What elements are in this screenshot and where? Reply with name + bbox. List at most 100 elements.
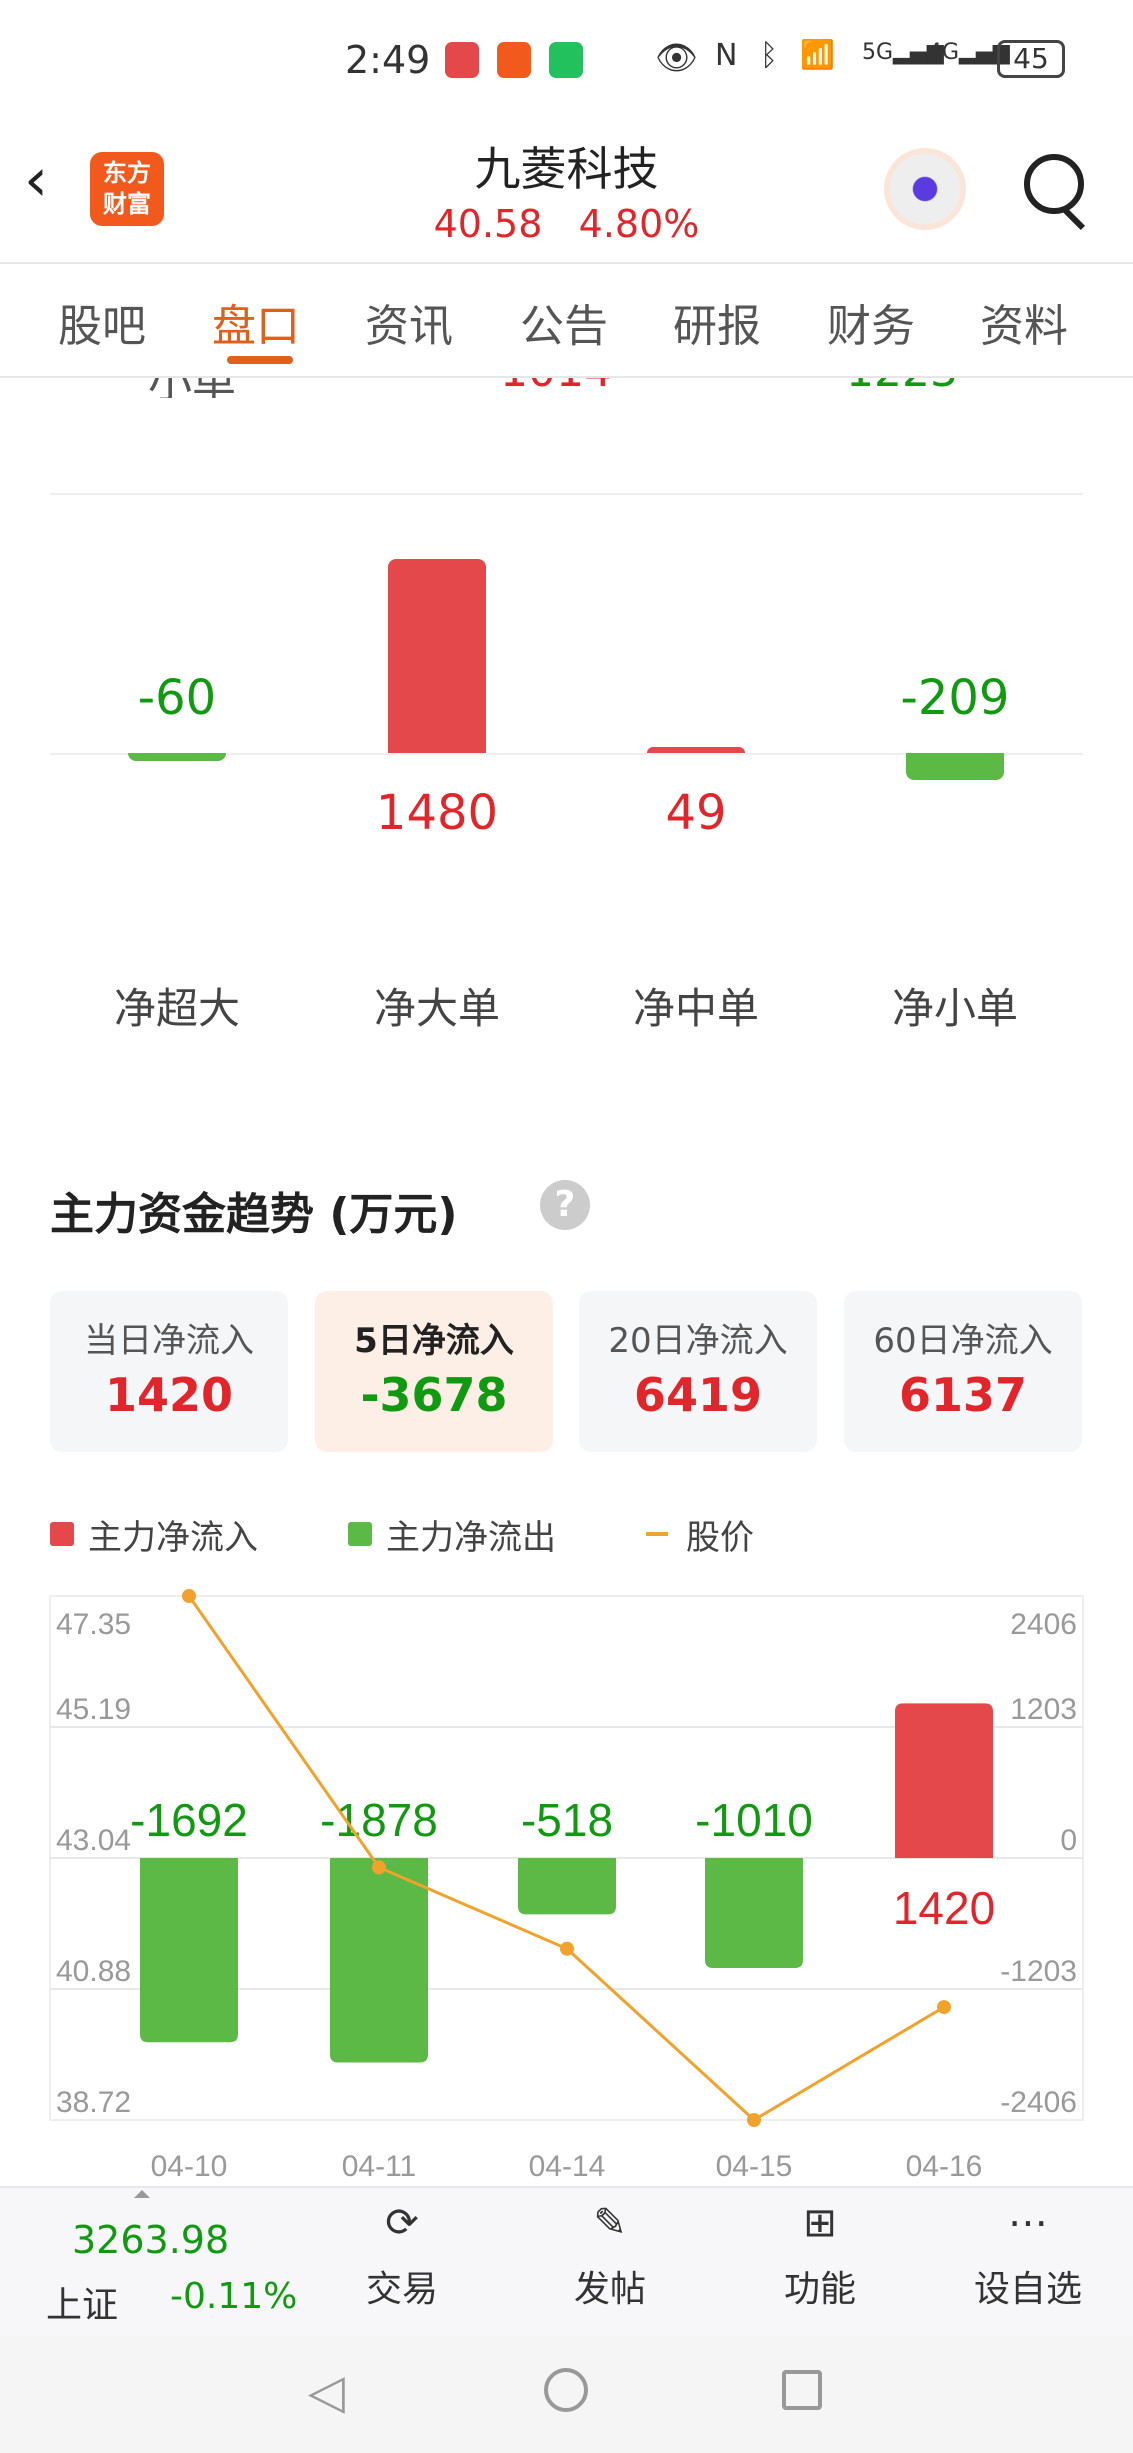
- flow-bar: [330, 1858, 428, 2063]
- card-day-inflow[interactable]: 当日净流入 1420: [50, 1291, 288, 1452]
- nav-home-icon[interactable]: [544, 2368, 588, 2412]
- stock-quote: 40.58 4.80%: [0, 202, 1133, 246]
- tab-guba[interactable]: 股吧: [58, 301, 146, 352]
- kuaishou-icon: [497, 42, 531, 78]
- stock-change: 4.80%: [578, 202, 700, 246]
- status-bar: 2:49 👁 N ᛒ 📶 5G▂▄▆ 4G▂▄▆ 45: [0, 38, 1133, 88]
- net-flow-category: 净大单: [373, 984, 500, 1033]
- help-icon[interactable]: ?: [540, 1180, 590, 1230]
- legend-inflow-swatch: [50, 1522, 74, 1546]
- baseline: [50, 753, 1083, 755]
- legend-price: 股价: [686, 1518, 754, 1558]
- x-tick-label: 04-11: [342, 2150, 417, 2180]
- book-app-icon: [445, 42, 479, 78]
- flow-bar: [705, 1858, 803, 1968]
- divider: [0, 262, 1133, 264]
- post-button[interactable]: ✎ 发帖: [550, 2200, 670, 2312]
- bluetooth-icon: ᛒ: [760, 38, 778, 73]
- price-point: [372, 1860, 386, 1875]
- right-tick-label: 2406: [1010, 1608, 1077, 1641]
- nav-back-icon[interactable]: ◁: [308, 2364, 345, 2420]
- expand-caret-icon[interactable]: [134, 2182, 150, 2198]
- tab-profile[interactable]: 资料: [980, 301, 1068, 352]
- yen-exchange-icon: ⟳: [385, 2200, 419, 2246]
- system-nav-bar: ◁: [0, 2336, 1133, 2453]
- net-flow-value: 1480: [375, 785, 499, 841]
- net-flow-value: -209: [900, 670, 1010, 726]
- net-flow-chart: -60 净超大 1480 净大单 49 净中单 -209 净小单: [0, 500, 1133, 1060]
- card-label: 20日净流入: [608, 1321, 788, 1361]
- card-value: 6137: [898, 1368, 1028, 1422]
- nav-recents-icon[interactable]: [782, 2370, 822, 2410]
- app-logo[interactable]: 东方财富: [90, 152, 164, 226]
- net-flow-category: 净超大: [113, 984, 240, 1033]
- trade-button[interactable]: ⟳ 交易: [342, 2200, 462, 2312]
- x-tick-label: 04-15: [716, 2150, 793, 2180]
- active-tab-indicator: [227, 356, 293, 364]
- clock: 2:49: [345, 38, 431, 82]
- bottom-toolbar: [0, 2186, 1133, 2336]
- search-icon[interactable]: [1024, 154, 1084, 214]
- net-flow-bar: [388, 559, 486, 753]
- legend-outflow-swatch: [348, 1522, 372, 1546]
- index-change[interactable]: -0.11%: [170, 2276, 298, 2317]
- left-tick-label: 43.04: [56, 1824, 131, 1857]
- page-title: 九菱科技: [474, 142, 659, 196]
- functions-label: 功能: [783, 2269, 856, 2310]
- section-title: 主力资金趋势 (万元): [50, 1189, 458, 1240]
- eye-icon: 👁: [655, 38, 699, 78]
- legend-outflow: 主力净流出: [386, 1518, 556, 1558]
- grid-icon: ⊞: [803, 2200, 837, 2246]
- card-60day-inflow[interactable]: 60日净流入 6137: [844, 1291, 1082, 1452]
- tab-finance[interactable]: 财务: [827, 301, 915, 352]
- index-name[interactable]: 上证: [46, 2285, 119, 2326]
- add-watchlist-button[interactable]: ⋯ 设自选: [958, 2200, 1098, 2312]
- wechat-icon: [549, 42, 583, 78]
- post-label: 发帖: [573, 2269, 646, 2310]
- card-value: -3678: [360, 1368, 508, 1422]
- price-point: [937, 2000, 951, 2015]
- left-tick-label: 47.35: [56, 1608, 131, 1641]
- right-tick-label: 1203: [1010, 1693, 1077, 1726]
- tab-announcements[interactable]: 公告: [520, 301, 608, 352]
- back-button[interactable]: ‹: [24, 145, 48, 215]
- flow-bar: [518, 1858, 616, 1915]
- right-tick-label: 0: [1060, 1824, 1077, 1857]
- card-value: 6419: [633, 1368, 763, 1422]
- net-flow-value: 49: [665, 785, 727, 841]
- tab-pankou[interactable]: 盘口: [212, 301, 300, 352]
- net-flow-category: 净小单: [891, 984, 1018, 1033]
- flow-bar-label: -518: [521, 1794, 613, 1846]
- battery-icon: 45: [997, 40, 1065, 78]
- divider: [50, 493, 1083, 495]
- right-tick-label: -2406: [1000, 2086, 1077, 2119]
- functions-button[interactable]: ⊞ 功能: [760, 2200, 880, 2312]
- more-icon: ⋯: [1008, 2200, 1048, 2246]
- trade-label: 交易: [365, 2269, 438, 2310]
- card-20day-inflow[interactable]: 20日净流入 6419: [579, 1291, 817, 1452]
- legend-inflow: 主力净流入: [88, 1518, 258, 1558]
- nfc-icon: N: [715, 38, 738, 73]
- legend-price-swatch: [646, 1532, 668, 1536]
- wifi-6-icon: 📶: [800, 38, 835, 71]
- trend-chart: 47.35 2406 45.19 1203 43.04 0 40.88 -1203 38.72 -…: [49, 1589, 1084, 2180]
- tab-research[interactable]: 研报: [673, 301, 761, 352]
- price-point: [747, 2113, 761, 2127]
- net-flow-category: 净中单: [632, 984, 759, 1033]
- flow-bar-label: 1420: [893, 1882, 995, 1934]
- net-flow-bar: [647, 746, 745, 753]
- x-tick-label: 04-16: [906, 2150, 983, 2180]
- flow-bar: [140, 1858, 238, 2043]
- net-flow-bar: [128, 753, 226, 761]
- tab-news[interactable]: 资讯: [365, 301, 453, 352]
- index-value[interactable]: 3263.98: [72, 2218, 230, 2262]
- ai-assistant-avatar[interactable]: [884, 148, 966, 230]
- flow-bar-label: -1878: [320, 1794, 438, 1846]
- card-5day-inflow[interactable]: 5日净流入 -3678: [315, 1291, 553, 1452]
- right-tick-label: -1203: [1000, 1955, 1077, 1988]
- card-label: 5日净流入: [354, 1321, 514, 1361]
- left-tick-label: 45.19: [56, 1693, 131, 1726]
- net-flow-bar: [906, 753, 1004, 781]
